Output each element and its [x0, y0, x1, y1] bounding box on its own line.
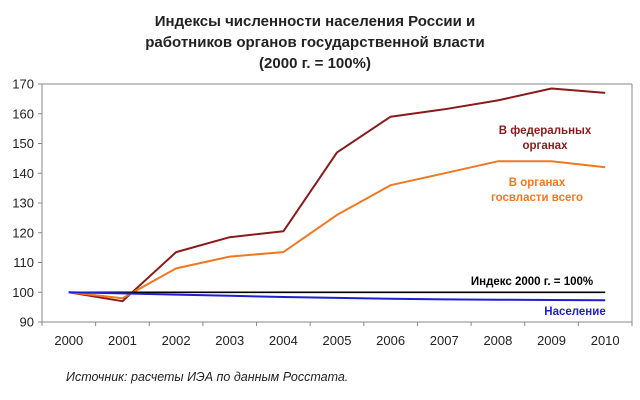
y-tick-label: 170	[12, 77, 34, 92]
y-tick-label: 160	[12, 106, 34, 121]
x-tick-label: 2006	[376, 333, 405, 348]
y-tick-label: 150	[12, 136, 34, 151]
series-line-population	[68, 291, 606, 302]
x-tick-label: 2001	[108, 333, 137, 348]
chart-axes: 90 100 110 120 130 140 150 160 170 2000 2001 2002 20…	[12, 77, 633, 348]
chart-title: Индексы численности населения России и р…	[145, 13, 484, 72]
x-tick-label: 2007	[430, 333, 459, 348]
x-tick-label: 2008	[483, 333, 512, 348]
series-label-federal: органах	[523, 140, 569, 152]
chart-title-line-2: работников органов государственной власт…	[145, 34, 484, 51]
series-label-federal: В федеральных	[499, 125, 592, 137]
x-tick-label: 2000	[54, 333, 83, 348]
y-tick-label: 140	[12, 166, 34, 181]
source-note: Источник: расчеты ИЭА по данным Росстата…	[66, 370, 349, 384]
chart-title-line-3: (2000 г. = 100%)	[259, 55, 371, 72]
x-tick-label: 2010	[591, 333, 620, 348]
y-tick-label: 130	[12, 196, 34, 211]
series-label-total: В органах	[509, 177, 566, 189]
series-label-total: госвласти всего	[491, 192, 583, 204]
y-tick-label: 100	[12, 285, 34, 300]
series-label-index: Индекс 2000 г. = 100%	[471, 276, 593, 288]
chart-title-line-1: Индексы численности населения России и	[155, 13, 476, 30]
x-tick-label: 2004	[269, 333, 298, 348]
x-tick-label: 2003	[215, 333, 244, 348]
series-label-population: Население	[544, 306, 605, 318]
y-tick-label: 120	[12, 225, 34, 240]
series-line-total	[68, 160, 606, 300]
y-tick-label: 90	[20, 315, 34, 330]
y-tick-label: 110	[13, 255, 34, 270]
x-tick-label: 2005	[323, 333, 352, 348]
x-tick-label: 2009	[537, 333, 566, 348]
x-tick-label: 2002	[162, 333, 191, 348]
series-line-federal	[68, 87, 606, 303]
chart-series-labels: В федеральных органах В органах госвласти в…	[471, 125, 606, 318]
chart-series-group	[68, 87, 606, 303]
